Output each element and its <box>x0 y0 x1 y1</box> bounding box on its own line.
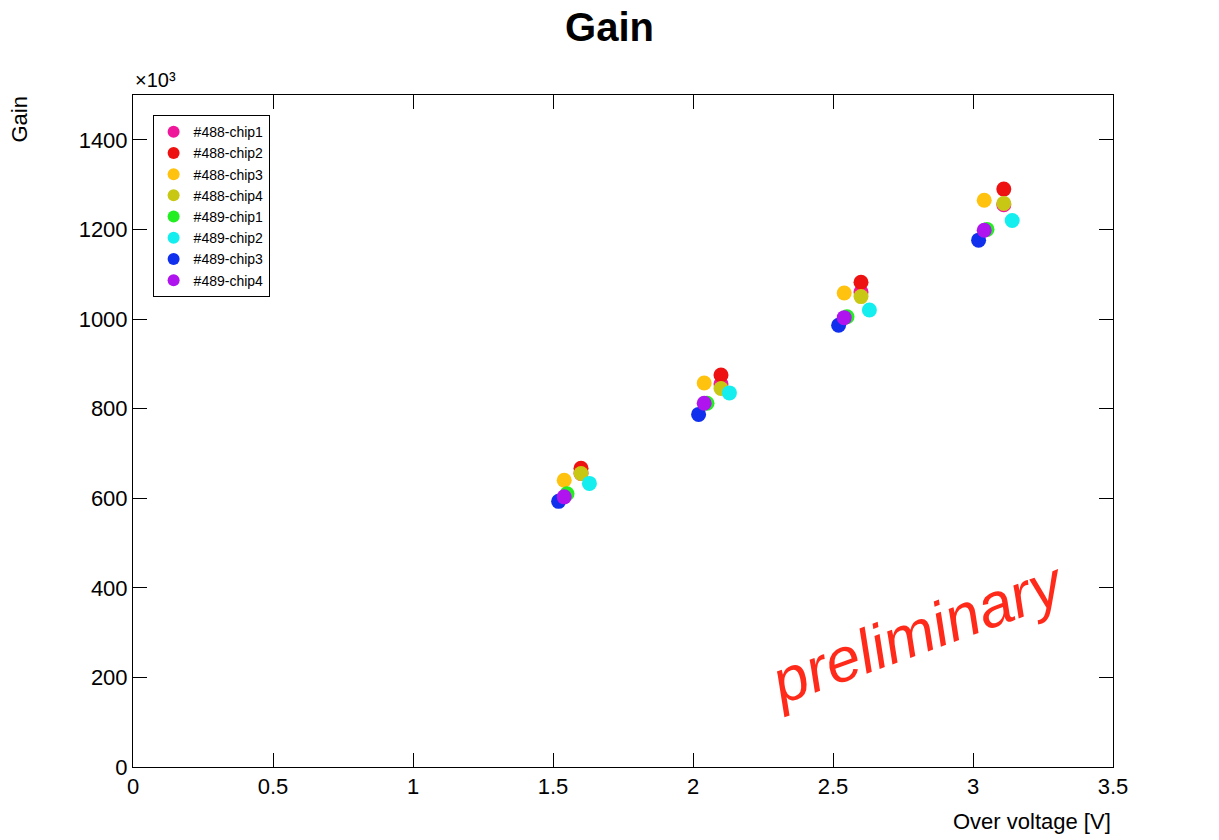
svg-text:Gain: Gain <box>565 5 654 49</box>
svg-text:1.5: 1.5 <box>538 774 569 799</box>
svg-text:1000: 1000 <box>79 307 128 332</box>
svg-text:Over voltage [V]: Over voltage [V] <box>953 809 1111 834</box>
svg-text:0: 0 <box>115 755 127 780</box>
svg-text:2.5: 2.5 <box>818 774 849 799</box>
svg-text:×10³: ×10³ <box>135 69 176 91</box>
svg-text:3.5: 3.5 <box>1098 774 1129 799</box>
svg-text:#489-chip1: #489-chip1 <box>194 209 263 225</box>
svg-text:Gain: Gain <box>7 96 32 142</box>
svg-text:#489-chip4: #489-chip4 <box>194 273 263 289</box>
svg-text:#488-chip4: #488-chip4 <box>194 188 263 204</box>
svg-text:400: 400 <box>91 576 128 601</box>
svg-text:#488-chip3: #488-chip3 <box>194 167 263 183</box>
svg-text:#488-chip2: #488-chip2 <box>194 145 263 161</box>
svg-text:0.5: 0.5 <box>258 774 289 799</box>
svg-text:1400: 1400 <box>79 128 128 153</box>
svg-text:0: 0 <box>127 774 139 799</box>
svg-text:1: 1 <box>407 774 419 799</box>
svg-text:3: 3 <box>967 774 979 799</box>
svg-text:800: 800 <box>91 396 128 421</box>
svg-text:#488-chip1: #488-chip1 <box>194 124 263 140</box>
svg-text:#489-chip3: #489-chip3 <box>194 251 263 267</box>
svg-text:200: 200 <box>91 665 128 690</box>
svg-text:preliminary: preliminary <box>760 547 1074 718</box>
svg-text:2: 2 <box>687 774 699 799</box>
svg-text:1200: 1200 <box>79 217 128 242</box>
svg-text:#489-chip2: #489-chip2 <box>194 230 263 246</box>
svg-text:600: 600 <box>91 486 128 511</box>
